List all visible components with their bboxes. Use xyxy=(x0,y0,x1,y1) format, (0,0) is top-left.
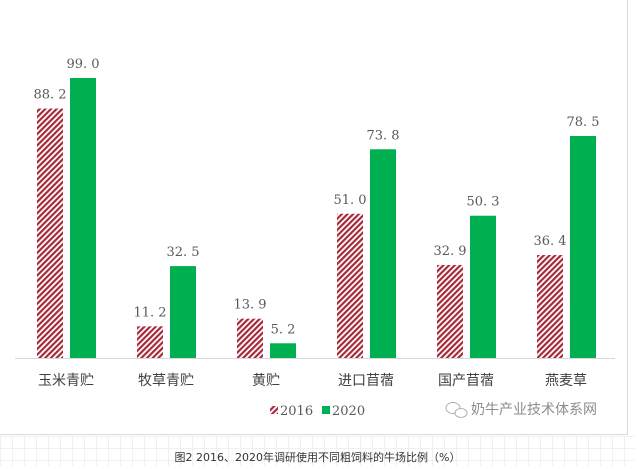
bar-chart: 88. 2 99. 0 玉米青贮 11. 2 32. 5 牧草青贮 13. 9 5. 2 黄贮 5… xyxy=(15,57,615,419)
category-label-4: 国产苜蓿 xyxy=(438,372,494,389)
data-label-2016-4: 32. 9 xyxy=(433,244,466,259)
legend-label-2016: 2016 xyxy=(280,404,313,419)
bar-2020-2 xyxy=(270,343,296,358)
data-label-2016-2: 13. 9 xyxy=(233,298,266,313)
data-label-2020-4: 50. 3 xyxy=(466,195,499,210)
bar-2020-5 xyxy=(570,135,596,358)
category-label-1: 牧草青贮 xyxy=(138,373,194,389)
legend: 2016 2020 xyxy=(270,404,365,419)
data-label-2016-5: 36. 4 xyxy=(533,234,566,249)
bar-2016-1 xyxy=(137,326,163,358)
watermark-text: 奶牛产业技术体系网 xyxy=(471,402,597,418)
data-label-2016-1: 11. 2 xyxy=(133,305,166,320)
bar-2016-4 xyxy=(437,264,463,358)
data-label-2016-3: 51. 0 xyxy=(333,193,366,208)
category-label-5: 燕麦草 xyxy=(545,373,587,389)
data-label-2020-1: 32. 5 xyxy=(166,245,199,260)
bar-2016-3 xyxy=(337,213,363,358)
data-label-2020-3: 73. 8 xyxy=(366,128,399,143)
bar-2020-3 xyxy=(370,149,396,358)
watermark: 奶牛产业技术体系网 xyxy=(445,402,597,418)
bar-2016-5 xyxy=(537,255,563,358)
category-label-3: 进口苜蓿 xyxy=(338,372,394,389)
legend-swatch-2020 xyxy=(322,406,330,414)
data-label-2020-2: 5. 2 xyxy=(271,322,296,337)
bar-2016-2 xyxy=(237,318,263,358)
bar-2020-4 xyxy=(470,215,496,358)
category-label-2: 黄贮 xyxy=(252,372,280,389)
data-label-2016-0: 88. 2 xyxy=(33,88,66,103)
bar-2020-0 xyxy=(70,78,96,358)
background-grid xyxy=(0,436,635,466)
bar-2016-0 xyxy=(37,108,63,358)
legend-label-2020: 2020 xyxy=(332,404,365,419)
data-label-2020-5: 78. 5 xyxy=(566,115,599,130)
chart-frame xyxy=(0,0,628,435)
category-label-0: 玉米青贮 xyxy=(38,373,94,389)
figure-caption: 图2 2016、2020年调研使用不同粗饲料的牛场比例（%） xyxy=(174,451,461,464)
data-label-2020-0: 99. 0 xyxy=(66,57,99,72)
bar-2020-1 xyxy=(170,266,196,358)
legend-swatch-2016 xyxy=(270,406,278,414)
wechat-icon xyxy=(445,402,468,418)
